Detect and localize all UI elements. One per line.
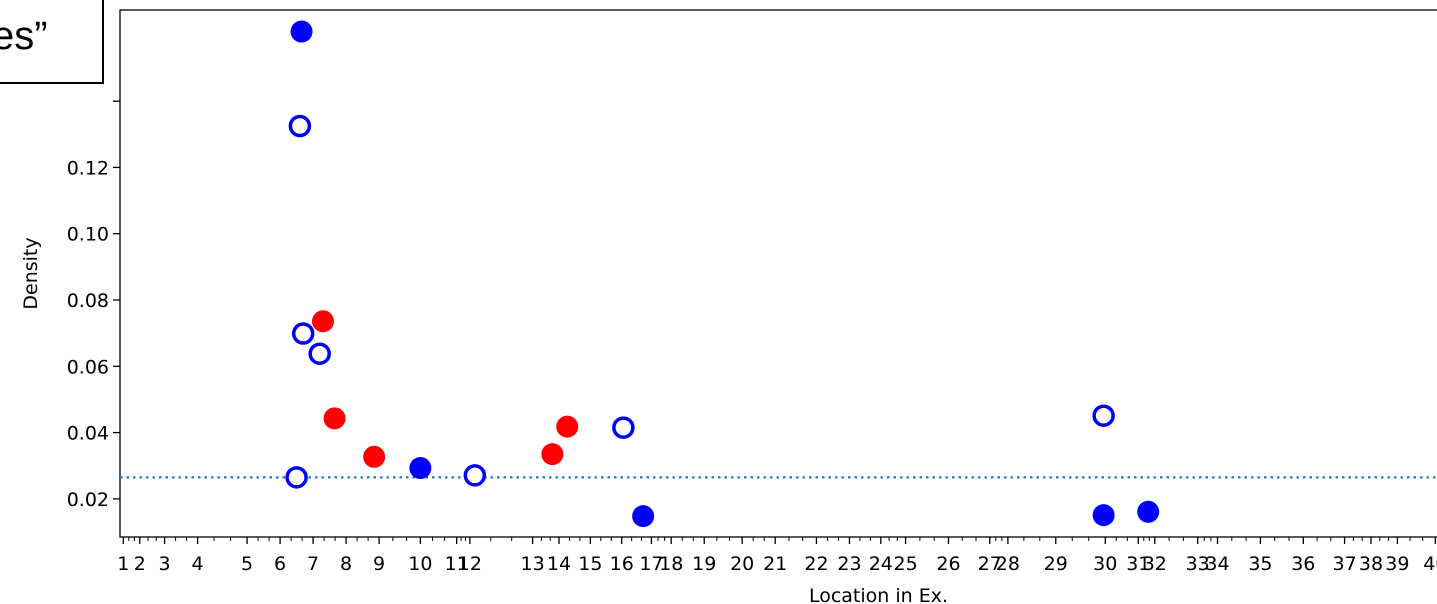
y-tick-label: 0.08 <box>67 290 109 312</box>
x-tick-label: 6 <box>274 553 286 575</box>
x-tick-label: 39 <box>1385 553 1409 575</box>
x-tick-label: 1 <box>117 553 129 575</box>
data-point <box>409 457 432 480</box>
x-tick-label: 19 <box>692 553 716 575</box>
x-tick-label: 27 <box>978 553 1002 575</box>
x-tick-label: 7 <box>307 553 319 575</box>
x-tick-label: 37 <box>1332 553 1356 575</box>
data-point <box>556 415 579 438</box>
x-tick-label: 30 <box>1093 553 1117 575</box>
x-tick-label: 8 <box>340 553 352 575</box>
x-tick-label: 12 <box>458 553 482 575</box>
data-point <box>541 443 564 466</box>
x-tick-label: 24 <box>869 553 893 575</box>
x-tick-label: 35 <box>1248 553 1272 575</box>
x-tick-label: 36 <box>1291 553 1315 575</box>
x-tick-label: 31 <box>1126 553 1150 575</box>
x-axis-label: Location in Ex. <box>809 585 948 604</box>
x-tick-label: 20 <box>730 553 754 575</box>
data-point <box>308 342 331 365</box>
x-tick-label: 11 <box>445 553 469 575</box>
x-tick-label: 40 <box>1423 553 1437 575</box>
data-point <box>285 466 308 489</box>
x-tick-label: 17 <box>639 553 663 575</box>
y-tick-label: 0.06 <box>67 356 109 378</box>
data-point <box>463 464 487 487</box>
x-tick-label: 5 <box>241 553 253 575</box>
x-tick-label: 18 <box>659 553 683 575</box>
y-tick-label: 0.02 <box>67 489 109 511</box>
x-tick-label: 28 <box>996 553 1020 575</box>
x-tick-label: 26 <box>936 553 960 575</box>
x-tick-label: 25 <box>893 553 917 575</box>
y-tick-label: 0.12 <box>67 157 109 179</box>
x-tick-label: 3 <box>159 553 171 575</box>
x-tick-label: 29 <box>1044 553 1068 575</box>
data-point <box>323 407 346 430</box>
x-tick-label: 34 <box>1205 553 1229 575</box>
x-tick-label: 14 <box>547 553 571 575</box>
data-point <box>1092 504 1115 527</box>
data-point <box>612 416 635 439</box>
plot-frame <box>119 9 1437 538</box>
x-tick-label: 23 <box>837 553 861 575</box>
legend-box: es” <box>0 0 104 84</box>
x-tick-label: 2 <box>134 553 146 575</box>
x-tick-label: 10 <box>408 553 432 575</box>
y-axis-label: Density <box>20 237 42 309</box>
x-tick-label: 13 <box>521 553 545 575</box>
x-tick-label: 33 <box>1186 553 1210 575</box>
data-point <box>290 20 313 43</box>
legend-text: es” <box>0 14 48 58</box>
x-tick-label: 9 <box>373 553 385 575</box>
data-point <box>1137 500 1160 523</box>
data-point <box>1092 404 1115 427</box>
x-tick-label: 4 <box>192 553 204 575</box>
x-tick-label: 38 <box>1359 553 1383 575</box>
data-point <box>311 310 334 333</box>
data-point <box>363 445 386 468</box>
x-tick-label: 22 <box>804 553 828 575</box>
x-tick-label: 32 <box>1143 553 1167 575</box>
data-point <box>291 322 315 345</box>
data-point <box>632 505 655 528</box>
y-tick-label: 0.04 <box>67 423 109 445</box>
x-tick-label: 16 <box>610 553 634 575</box>
x-tick-label: 21 <box>763 553 787 575</box>
x-tick-label: 15 <box>578 553 602 575</box>
data-point <box>288 114 312 138</box>
y-tick-label: 0.10 <box>67 224 109 246</box>
